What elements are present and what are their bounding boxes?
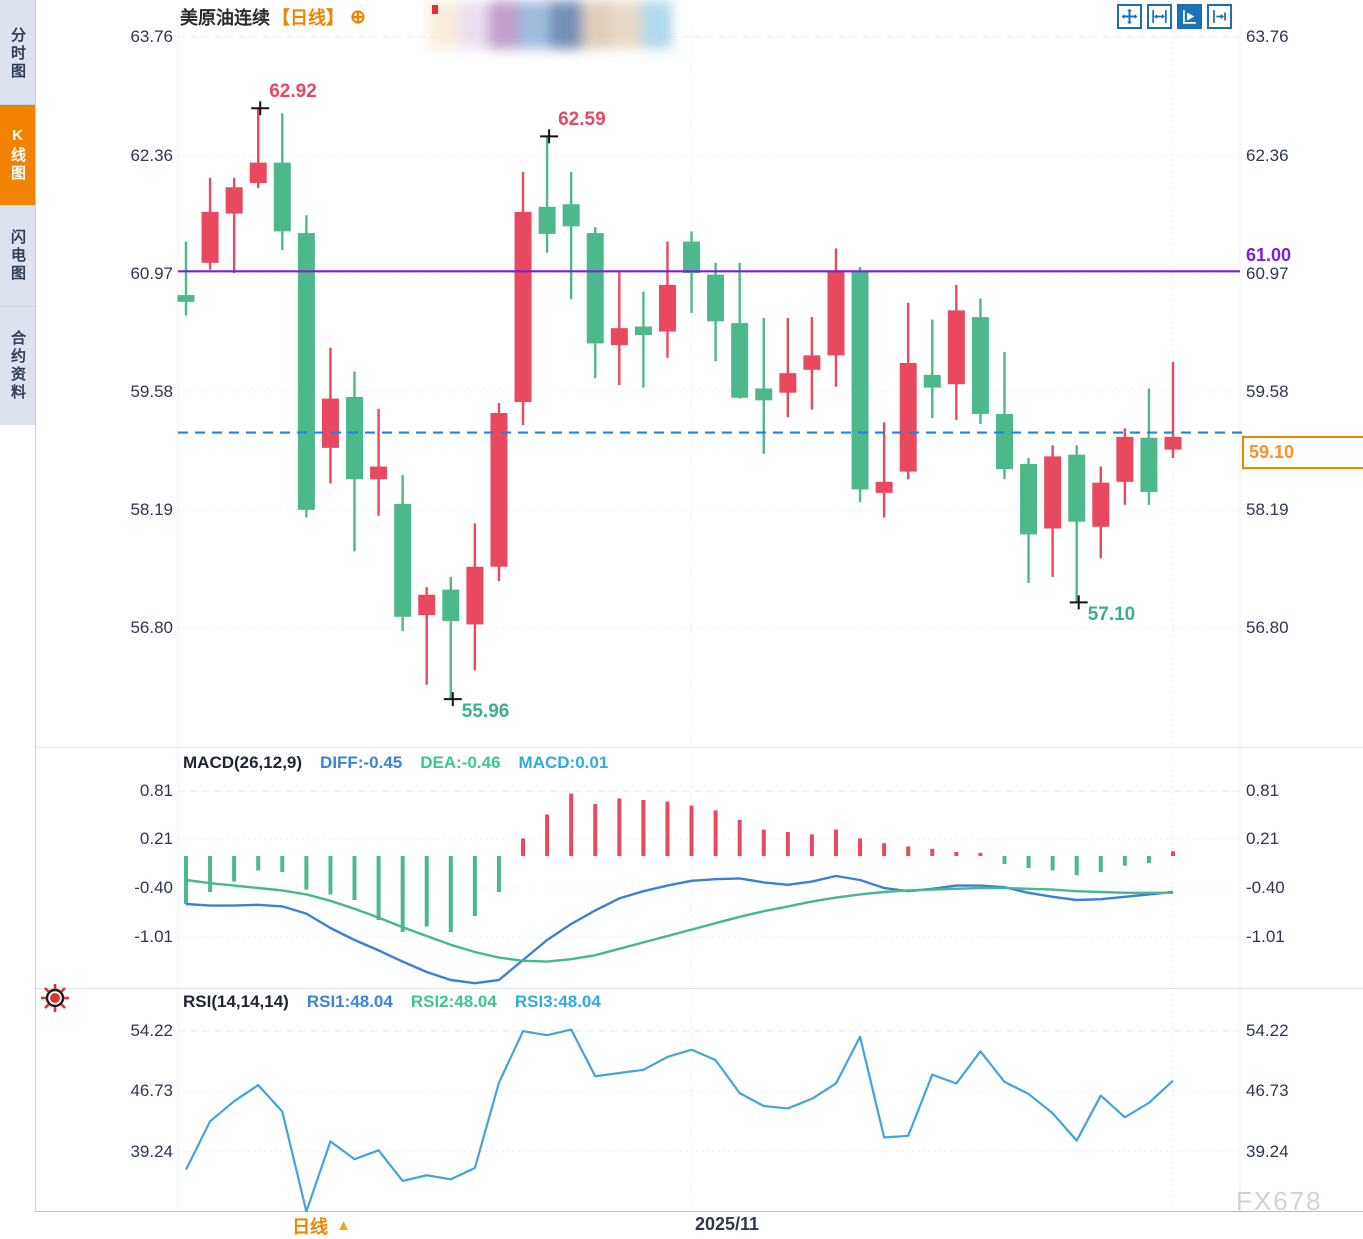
sidebar-tab-label: K线图 <box>9 127 26 183</box>
symbol-title: 美原油连续 <box>180 8 270 28</box>
rsi1-value: RSI1:48.04 <box>306 992 393 1011</box>
macd-title: MACD(26,12,9) <box>183 753 303 772</box>
macd-header: MACD(26,12,9) DIFF:-0.45 DEA:-0.46 MACD:… <box>183 753 608 773</box>
macd-axis-label: 0.21 <box>139 829 173 849</box>
brightness-icon[interactable] <box>40 982 72 1014</box>
price-axis-label: 62.36 <box>1246 145 1289 165</box>
price-axis-label: 60.97 <box>130 263 173 283</box>
pan-right-icon[interactable] <box>1207 4 1232 29</box>
chart-header: 美原油连续 【日线】 ⊕ <box>180 5 366 29</box>
rsi-header: RSI(14,14,14) RSI1:48.04 RSI2:48.04 RSI3… <box>183 992 601 1012</box>
macd-axis-label: -0.40 <box>134 878 173 897</box>
sidebar-tab-label: 分时图 <box>9 27 26 81</box>
rsi-axis-label: 54.22 <box>130 1021 173 1040</box>
chart-toolbar <box>1117 4 1232 29</box>
bottom-bar: 日线 ▲ 2025/11 <box>0 1212 1363 1239</box>
macd-axis-label: 0.81 <box>1246 781 1280 801</box>
period-selector-arrow-icon: ▲ <box>336 1217 351 1234</box>
macd-axis-label: -0.40 <box>1246 878 1285 897</box>
rsi3-value: RSI3:48.04 <box>514 992 601 1011</box>
auto-scale-icon[interactable] <box>1177 4 1202 29</box>
blurred-marker <box>432 5 438 14</box>
price-axis-label: 56.80 <box>1246 617 1289 637</box>
last-price-tag: 59.10 <box>1242 436 1363 469</box>
period-selector-label: 日线 <box>292 1216 329 1237</box>
price-axis-label: 59.58 <box>1246 381 1289 401</box>
sidebar-empty-area <box>0 425 35 1239</box>
price-axis-label: 63.76 <box>1246 27 1289 46</box>
macd-dea-value: DEA:-0.46 <box>420 753 501 772</box>
price-axis-label: 56.80 <box>130 617 173 637</box>
rsi-axis-label: 46.73 <box>130 1081 173 1101</box>
price-annotation-low: 57.10 <box>1087 604 1136 626</box>
rsi-axis-label: 39.24 <box>130 1141 173 1161</box>
rsi-title: RSI(14,14,14) <box>183 992 289 1011</box>
price-annotation-high: 62.59 <box>558 109 606 131</box>
price-axis-label: 62.36 <box>130 145 173 165</box>
fit-width-icon[interactable] <box>1147 4 1172 29</box>
sidebar-tab-kline[interactable]: K线图 <box>0 105 35 206</box>
price-annotation-low: 55.96 <box>461 701 510 723</box>
price-annotation-high: 62.92 <box>269 81 317 103</box>
add-indicator-icon[interactable]: ⊕ <box>350 6 366 28</box>
sidebar-tab-label: 闪电图 <box>9 229 26 283</box>
macd-axis-label: -1.01 <box>134 926 173 946</box>
sidebar-tab-lightning[interactable]: 闪电图 <box>0 206 35 307</box>
price-axis-label: 58.19 <box>1246 499 1289 519</box>
x-axis-date-label: 2025/11 <box>695 1214 760 1234</box>
hline-price-label: 61.00 <box>1246 245 1292 265</box>
period-selector[interactable]: 日线 ▲ <box>110 1212 533 1239</box>
price-axis-label: 59.58 <box>130 381 173 401</box>
macd-axis-label: -1.01 <box>1246 926 1285 946</box>
macd-axis-label: 0.81 <box>139 781 173 801</box>
sidebar-tab-contract-info[interactable]: 合约资料 <box>0 307 35 426</box>
watermark: FX678 <box>1236 1186 1323 1216</box>
macd-macd-value: MACD:0.01 <box>518 753 609 772</box>
crosshair-icon[interactable] <box>1117 4 1142 29</box>
left-sidebar: 分时图 K线图 闪电图 合约资料 <box>0 0 36 1239</box>
rsi2-value: RSI2:48.04 <box>410 992 497 1011</box>
sidebar-tab-timeline[interactable]: 分时图 <box>0 4 35 105</box>
price-axis-label: 58.19 <box>130 499 173 519</box>
rsi-axis-label: 54.22 <box>1246 1021 1289 1040</box>
sidebar-tab-label: 合约资料 <box>9 330 26 402</box>
period-badge: 【日线】 <box>272 8 344 28</box>
price-axis-label: 63.76 <box>130 27 173 46</box>
rsi-axis-label: 39.24 <box>1246 1141 1289 1161</box>
macd-diff-value: DIFF:-0.45 <box>320 753 403 772</box>
rsi-axis-label: 46.73 <box>1246 1081 1289 1101</box>
macd-axis-label: 0.21 <box>1246 829 1280 849</box>
price-axis-label: 60.97 <box>1246 263 1289 283</box>
blurred-region <box>428 1 672 49</box>
